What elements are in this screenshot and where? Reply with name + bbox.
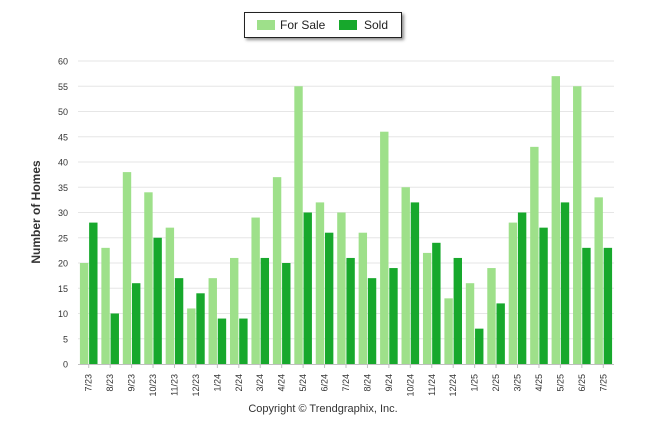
x-tick-label: 12/24 <box>448 374 458 397</box>
x-tick-label: 11/23 <box>169 374 179 396</box>
x-tick-label: 3/25 <box>513 374 523 392</box>
bar-for-sale <box>101 247 110 364</box>
bar-sold <box>89 222 98 364</box>
x-tick-label: 7/23 <box>84 374 94 392</box>
y-axis-title: Number of Homes <box>29 160 43 264</box>
bar-for-sale <box>251 217 260 364</box>
bar-sold <box>282 263 291 364</box>
bar-for-sale <box>122 172 132 364</box>
bar-sold <box>496 303 505 364</box>
bar-for-sale <box>294 86 303 364</box>
x-tick-label: 11/24 <box>427 374 437 396</box>
bar-sold <box>410 202 420 364</box>
bar-sold <box>603 247 613 364</box>
y-tick-label: 35 <box>58 183 68 193</box>
bar-for-sale <box>187 308 196 364</box>
bar-sold <box>196 293 205 364</box>
bar-for-sale <box>337 212 346 364</box>
x-tick-label: 9/23 <box>127 374 137 392</box>
bar-for-sale <box>79 263 89 364</box>
y-tick-label: 5 <box>63 334 68 344</box>
bar-sold <box>389 268 398 364</box>
copyright-text: Copyright © Trendgraphix, Inc. <box>248 403 398 415</box>
y-tick-label: 25 <box>58 233 68 243</box>
x-tick-label: 1/25 <box>470 374 480 392</box>
y-tick-label: 20 <box>58 259 68 269</box>
bar-for-sale <box>444 298 453 364</box>
bar-sold <box>346 257 355 364</box>
y-tick-label: 45 <box>58 132 68 142</box>
x-tick-label: 8/23 <box>105 374 115 392</box>
x-tick-label: 8/24 <box>362 374 372 392</box>
bar-sold <box>582 247 591 364</box>
bar-for-sale <box>422 252 432 364</box>
legend: For Sale Sold <box>244 12 402 38</box>
x-tick-label: 1/24 <box>212 374 222 392</box>
bar-for-sale <box>401 187 410 364</box>
bar-for-sale <box>208 278 217 364</box>
bar-for-sale <box>530 146 539 364</box>
x-tick-label: 10/24 <box>405 374 415 397</box>
bar-for-sale <box>465 283 475 364</box>
x-tick-label: 6/25 <box>577 374 587 392</box>
x-tick-label: 2/25 <box>491 374 501 392</box>
y-axis-ticks: 0 5 10 15 20 25 30 35 40 45 50 55 60 <box>58 57 68 370</box>
bar-sold <box>260 257 270 364</box>
bar-sold <box>432 242 441 364</box>
bar-sold <box>303 212 312 364</box>
bar-sold <box>217 318 227 364</box>
bar-for-sale <box>573 86 582 364</box>
x-tick-label: 9/24 <box>384 374 394 392</box>
legend-label-sold: Sold <box>364 18 389 32</box>
x-tick-label: 4/24 <box>277 374 287 392</box>
x-tick-label: 6/24 <box>320 374 330 392</box>
y-tick-label: 10 <box>58 309 68 319</box>
bar-sold <box>110 313 119 364</box>
bar-sold <box>367 278 377 364</box>
x-tick-label: 5/24 <box>298 374 308 392</box>
y-tick-label: 55 <box>58 82 68 92</box>
legend-swatch-sold <box>339 20 357 30</box>
bar-for-sale <box>272 177 282 364</box>
x-tick-label: 4/25 <box>534 374 544 392</box>
bar-sold <box>475 328 484 364</box>
x-tick-label: 7/24 <box>341 374 351 392</box>
bar-for-sale <box>165 227 175 364</box>
bar-for-sale <box>487 268 496 364</box>
bar-sold <box>453 257 462 364</box>
bar-for-sale <box>508 222 518 364</box>
bar-for-sale <box>315 202 325 364</box>
x-tick-label: 7/25 <box>598 374 608 392</box>
bar-sold <box>539 227 548 364</box>
bar-for-sale <box>144 192 153 364</box>
bar-sold <box>132 283 141 364</box>
bar-sold <box>560 202 570 364</box>
bar-sold <box>174 278 184 364</box>
x-tick-label: 5/25 <box>555 374 565 392</box>
legend-swatch-for-sale <box>257 20 275 30</box>
bar-for-sale <box>380 131 389 364</box>
bar-for-sale <box>594 197 603 364</box>
bar-sold <box>517 212 527 364</box>
bar-for-sale <box>358 232 368 364</box>
x-tick-label: 12/23 <box>191 374 201 397</box>
y-tick-label: 50 <box>58 107 68 117</box>
bar-sold <box>324 232 334 364</box>
bars <box>79 76 613 365</box>
y-tick-label: 0 <box>63 360 68 370</box>
legend-label-for-sale: For Sale <box>280 18 326 32</box>
bar-sold <box>239 318 248 364</box>
y-tick-label: 40 <box>58 158 68 168</box>
bar-for-sale <box>551 76 560 365</box>
bar-sold <box>153 237 162 364</box>
x-tick-label: 10/23 <box>148 374 158 397</box>
x-tick-label: 3/24 <box>255 374 265 392</box>
y-tick-label: 30 <box>58 208 68 218</box>
x-tick-label: 2/24 <box>234 374 244 392</box>
x-axis-ticks: 7/23 8/23 9/23 10/23 11/23 12/23 1/24 2/24 3/24 4… <box>84 364 608 397</box>
y-tick-label: 15 <box>58 284 68 294</box>
bar-for-sale <box>230 257 239 364</box>
y-tick-label: 60 <box>58 57 68 67</box>
